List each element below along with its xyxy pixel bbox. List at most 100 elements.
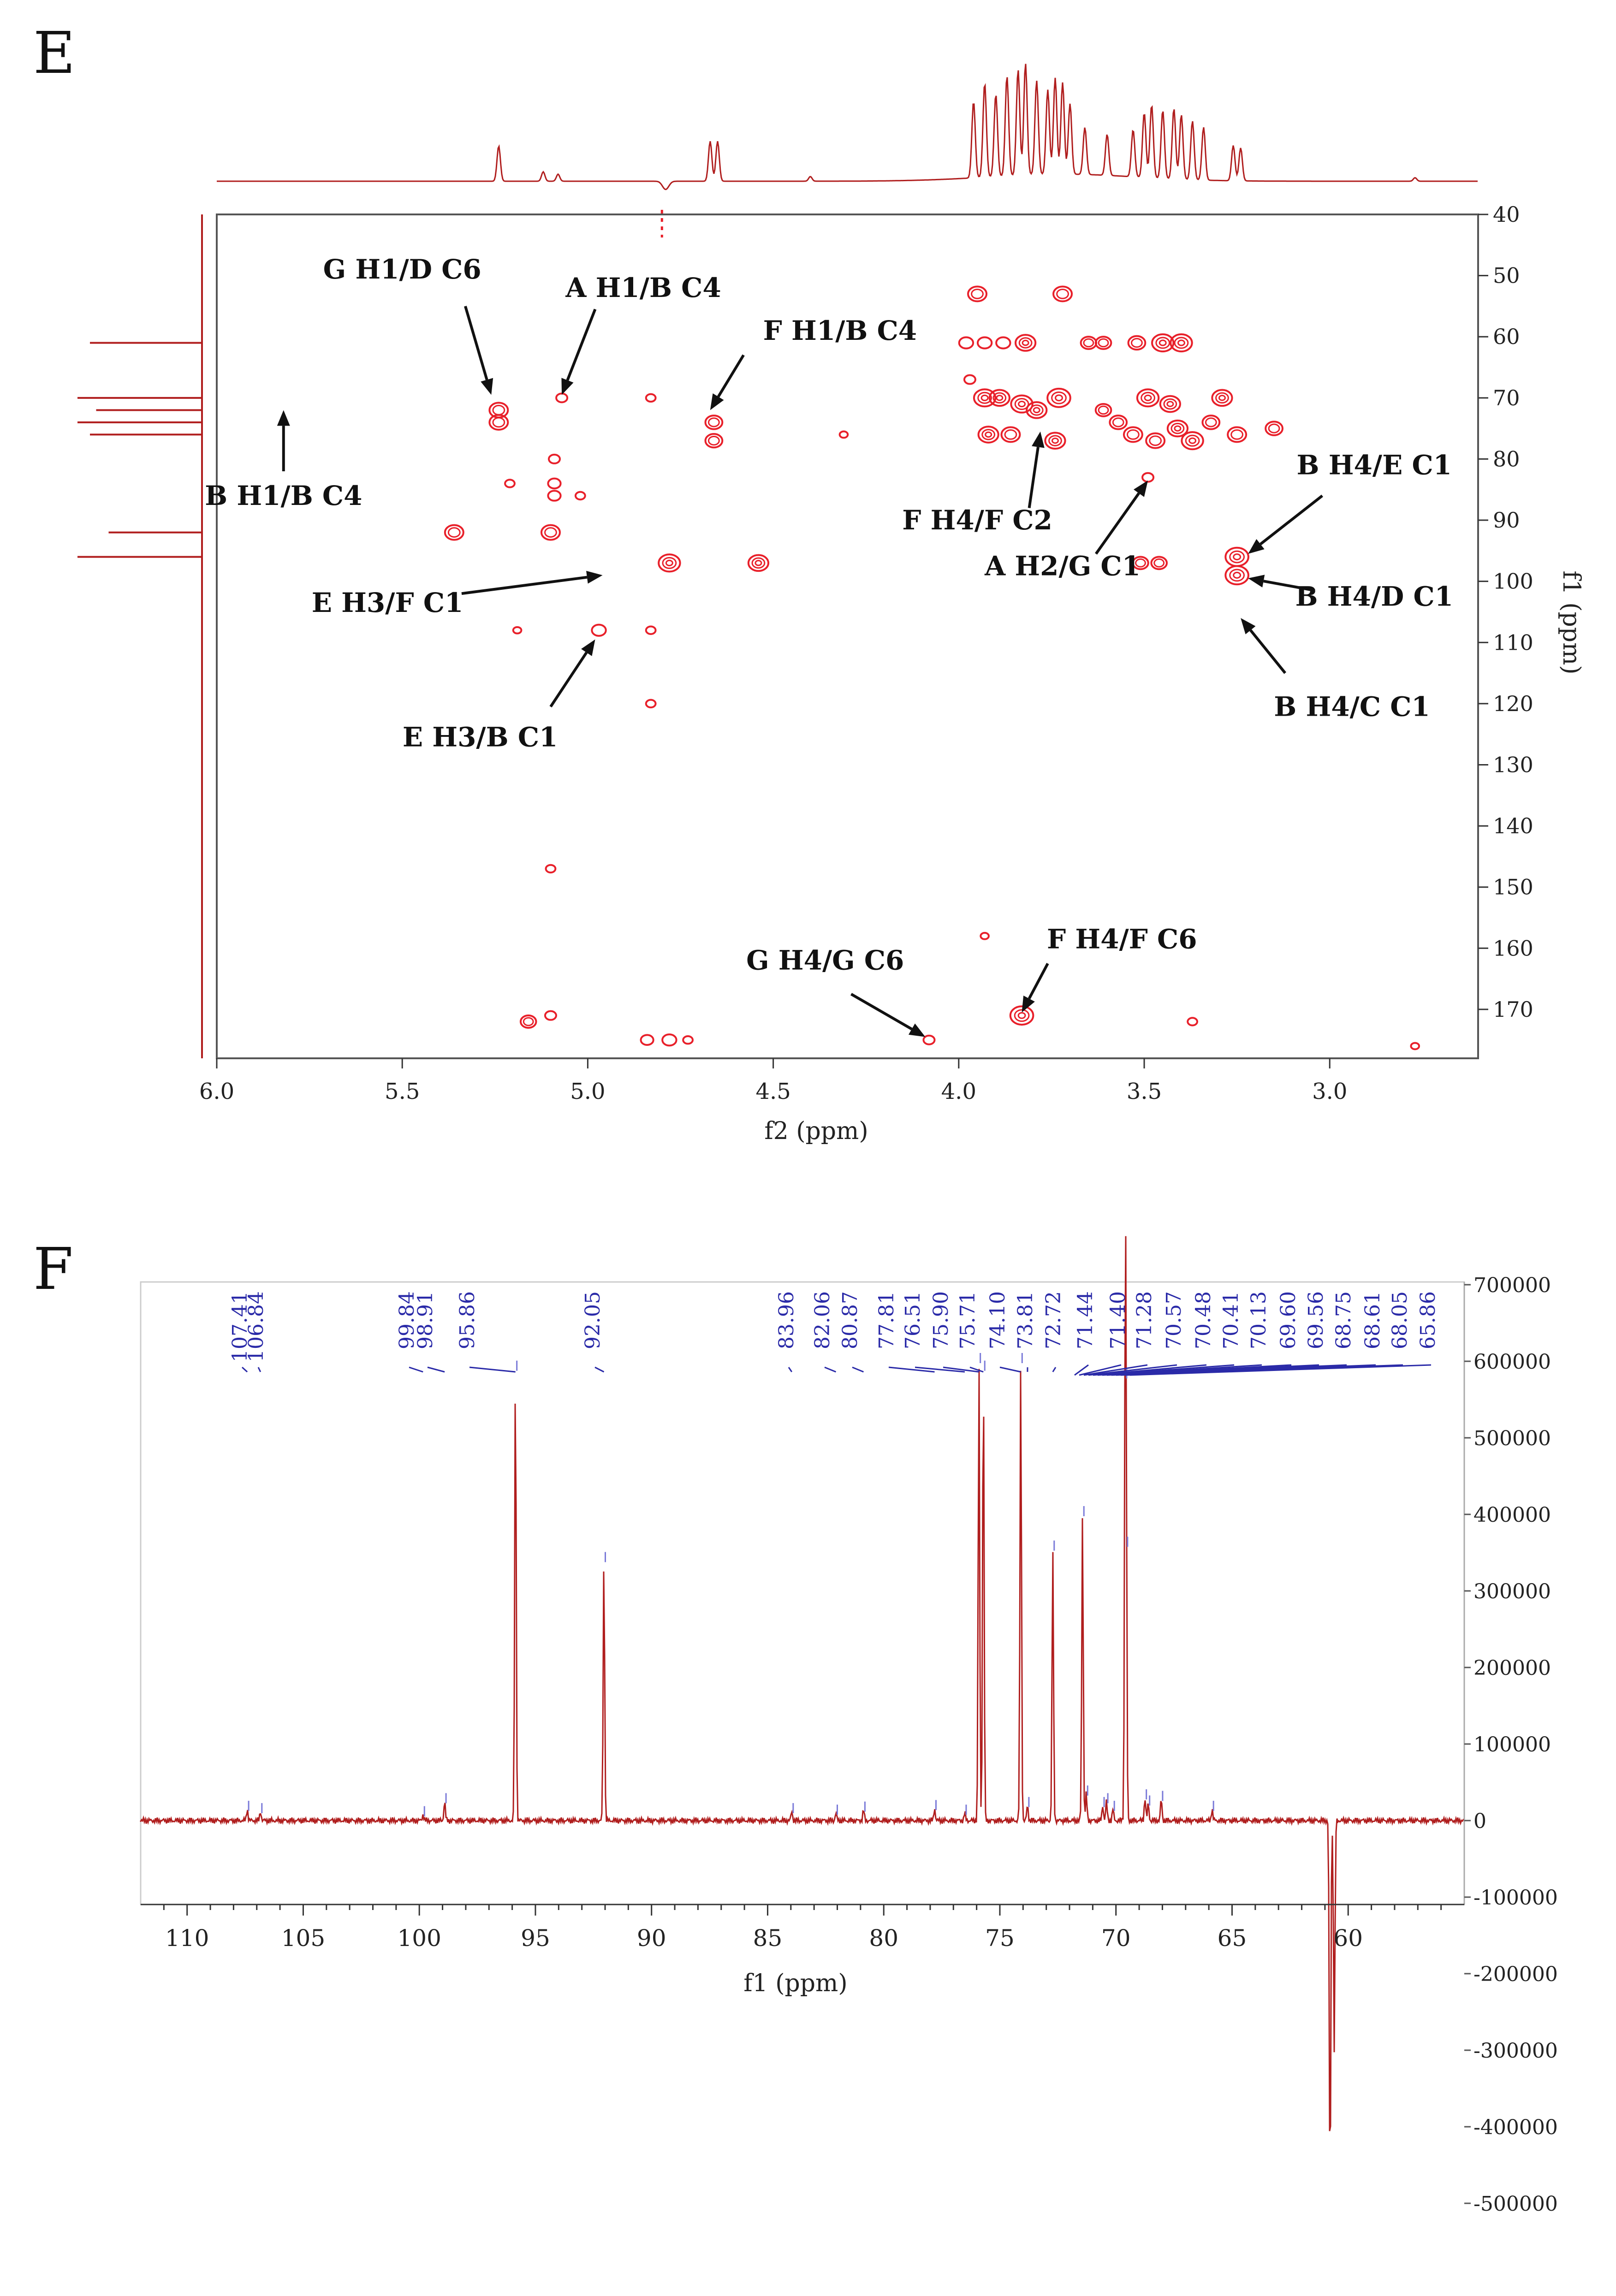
f1-tick-label: 40 (1493, 202, 1520, 227)
f2-tick-label: 4.5 (755, 1079, 790, 1104)
cross-peak (1224, 565, 1249, 586)
cross-peak (504, 479, 516, 488)
cross-peak (1201, 415, 1221, 430)
cross-peak (1109, 415, 1128, 430)
cross-peak (1015, 334, 1037, 352)
f2-tick-label: 3.5 (1127, 1079, 1162, 1104)
cross-peak (682, 1035, 694, 1045)
peak-label: 74.10 (986, 1291, 1010, 1349)
cross-peak (977, 426, 999, 444)
c13-x-tick-label: 90 (637, 1925, 666, 1952)
annotation-arrow (1028, 431, 1045, 508)
intensity-tick-label: -100000 (1473, 1886, 1558, 1910)
f2-tick-label: 6.0 (199, 1079, 234, 1104)
peak-label-leader (1052, 1367, 1057, 1372)
peak-label: 107.41 (228, 1291, 252, 1362)
peak-label: 106.84 (244, 1291, 268, 1362)
f1-tick-label: 60 (1493, 324, 1520, 349)
f1-tick-label: 90 (1493, 508, 1520, 533)
c13-x-tick-label: 100 (397, 1925, 441, 1952)
c13-x-tick-label: 75 (985, 1925, 1015, 1952)
peak-label: 83.96 (775, 1291, 798, 1349)
cross-peak (747, 554, 770, 572)
intensity-tick-label: -300000 (1473, 2039, 1558, 2063)
f1-tick-label: 70 (1493, 386, 1520, 410)
panel-label-f: F (33, 1236, 73, 1303)
c13-f1-axis: 110 105 100 95 90 85 80 75 70 65 60 (141, 1904, 1464, 1952)
peak-label: 70.48 (1192, 1291, 1215, 1349)
cross-peak (1026, 401, 1048, 419)
peak-label-leader (1129, 1364, 1432, 1376)
c13-x-tick-label: 65 (1218, 1925, 1247, 1952)
peak-label-leader (241, 1366, 248, 1373)
peak-label: 69.60 (1277, 1291, 1300, 1349)
annotation-arrow (1095, 480, 1148, 555)
f1-tick-label: 140 (1493, 813, 1533, 838)
peak-label: 95.86 (456, 1291, 479, 1349)
peak-label-leader (1079, 1364, 1122, 1376)
annotation-label: F H1/B C4 (763, 315, 917, 346)
annotation-label: B H4/C C1 (1274, 691, 1430, 722)
carbon-1d-projection-left (77, 214, 203, 1058)
cross-peak (838, 430, 849, 439)
cross-peak (980, 931, 990, 940)
f2-axis-label: f2 (ppm) (764, 1117, 868, 1145)
peak-label: 72.72 (1042, 1291, 1065, 1349)
f1-axis: 40 50 60 70 80 90 100 110 120 130 140 150 160 170 (1478, 202, 1533, 1022)
cross-peak (519, 1015, 537, 1029)
cross-peak (645, 393, 657, 403)
c13-x-tick-label: 85 (753, 1925, 783, 1952)
cross-peak (591, 623, 607, 637)
f2-tick-label: 4.0 (941, 1079, 976, 1104)
peak-label: 99.84 (395, 1291, 419, 1349)
cross-peak-group (444, 210, 1420, 1050)
proton-1d-projection-top (217, 64, 1478, 190)
intensity-tick-label: 100000 (1473, 1733, 1551, 1756)
annotation-label: B H1/B C4 (205, 480, 362, 511)
cross-peak (1145, 432, 1166, 449)
f1-tick-label: 80 (1493, 446, 1520, 471)
peak-label: 65.86 (1416, 1291, 1440, 1349)
cross-peak (1094, 336, 1112, 350)
f1-tick-label: 110 (1493, 630, 1533, 655)
cross-peak (973, 388, 997, 408)
f1-tick-label: 130 (1493, 752, 1533, 777)
peak-label: 82.06 (811, 1291, 834, 1349)
annotation-label: E H3/F C1 (312, 587, 463, 618)
cross-peak (704, 433, 724, 449)
peak-label-leader (943, 1366, 979, 1373)
peak-label-leader (999, 1366, 1021, 1373)
cross-peak (661, 1033, 677, 1047)
cross-peak (976, 336, 993, 350)
f1-tick-label: 100 (1493, 569, 1533, 594)
peak-label-leader (915, 1366, 965, 1373)
cross-peak (967, 285, 988, 303)
annotation-arrow (1022, 963, 1049, 1013)
cross-peak (1227, 426, 1248, 443)
c13-plot-frame (140, 1281, 1465, 1905)
c13-trace (140, 1236, 1465, 2131)
annotation-label: A H1/B C4 (565, 272, 721, 303)
cross-peak (963, 374, 976, 385)
cross-peak (1123, 426, 1143, 443)
peak-label-leader (888, 1366, 935, 1373)
peak-label: 73.81 (1014, 1291, 1037, 1349)
peak-label: 68.61 (1361, 1291, 1384, 1349)
c13-x-axis-label: f1 (ppm) (743, 1970, 847, 1997)
cross-peak (1009, 1005, 1034, 1026)
cross-peak (1132, 556, 1149, 570)
intensity-tick-label: -200000 (1473, 1963, 1558, 1986)
peak-label-leader (788, 1367, 793, 1372)
annotation-arrow (710, 354, 745, 410)
annotation-label: B H4/E C1 (1297, 450, 1452, 481)
cross-peak (1052, 285, 1073, 303)
peak-annotation-group: G H1/D C6 A H1/B C4 F H1/B C4 B H1/B C4 F H4… (205, 254, 1453, 1037)
intensity-tick-label: 400000 (1473, 1503, 1551, 1527)
peak-label: 80.87 (838, 1291, 862, 1349)
cross-peak (545, 864, 557, 874)
annotation-arrow (1248, 494, 1323, 554)
f1-axis-label: f1 (ppm) (1557, 570, 1585, 674)
cross-peak (540, 524, 561, 541)
